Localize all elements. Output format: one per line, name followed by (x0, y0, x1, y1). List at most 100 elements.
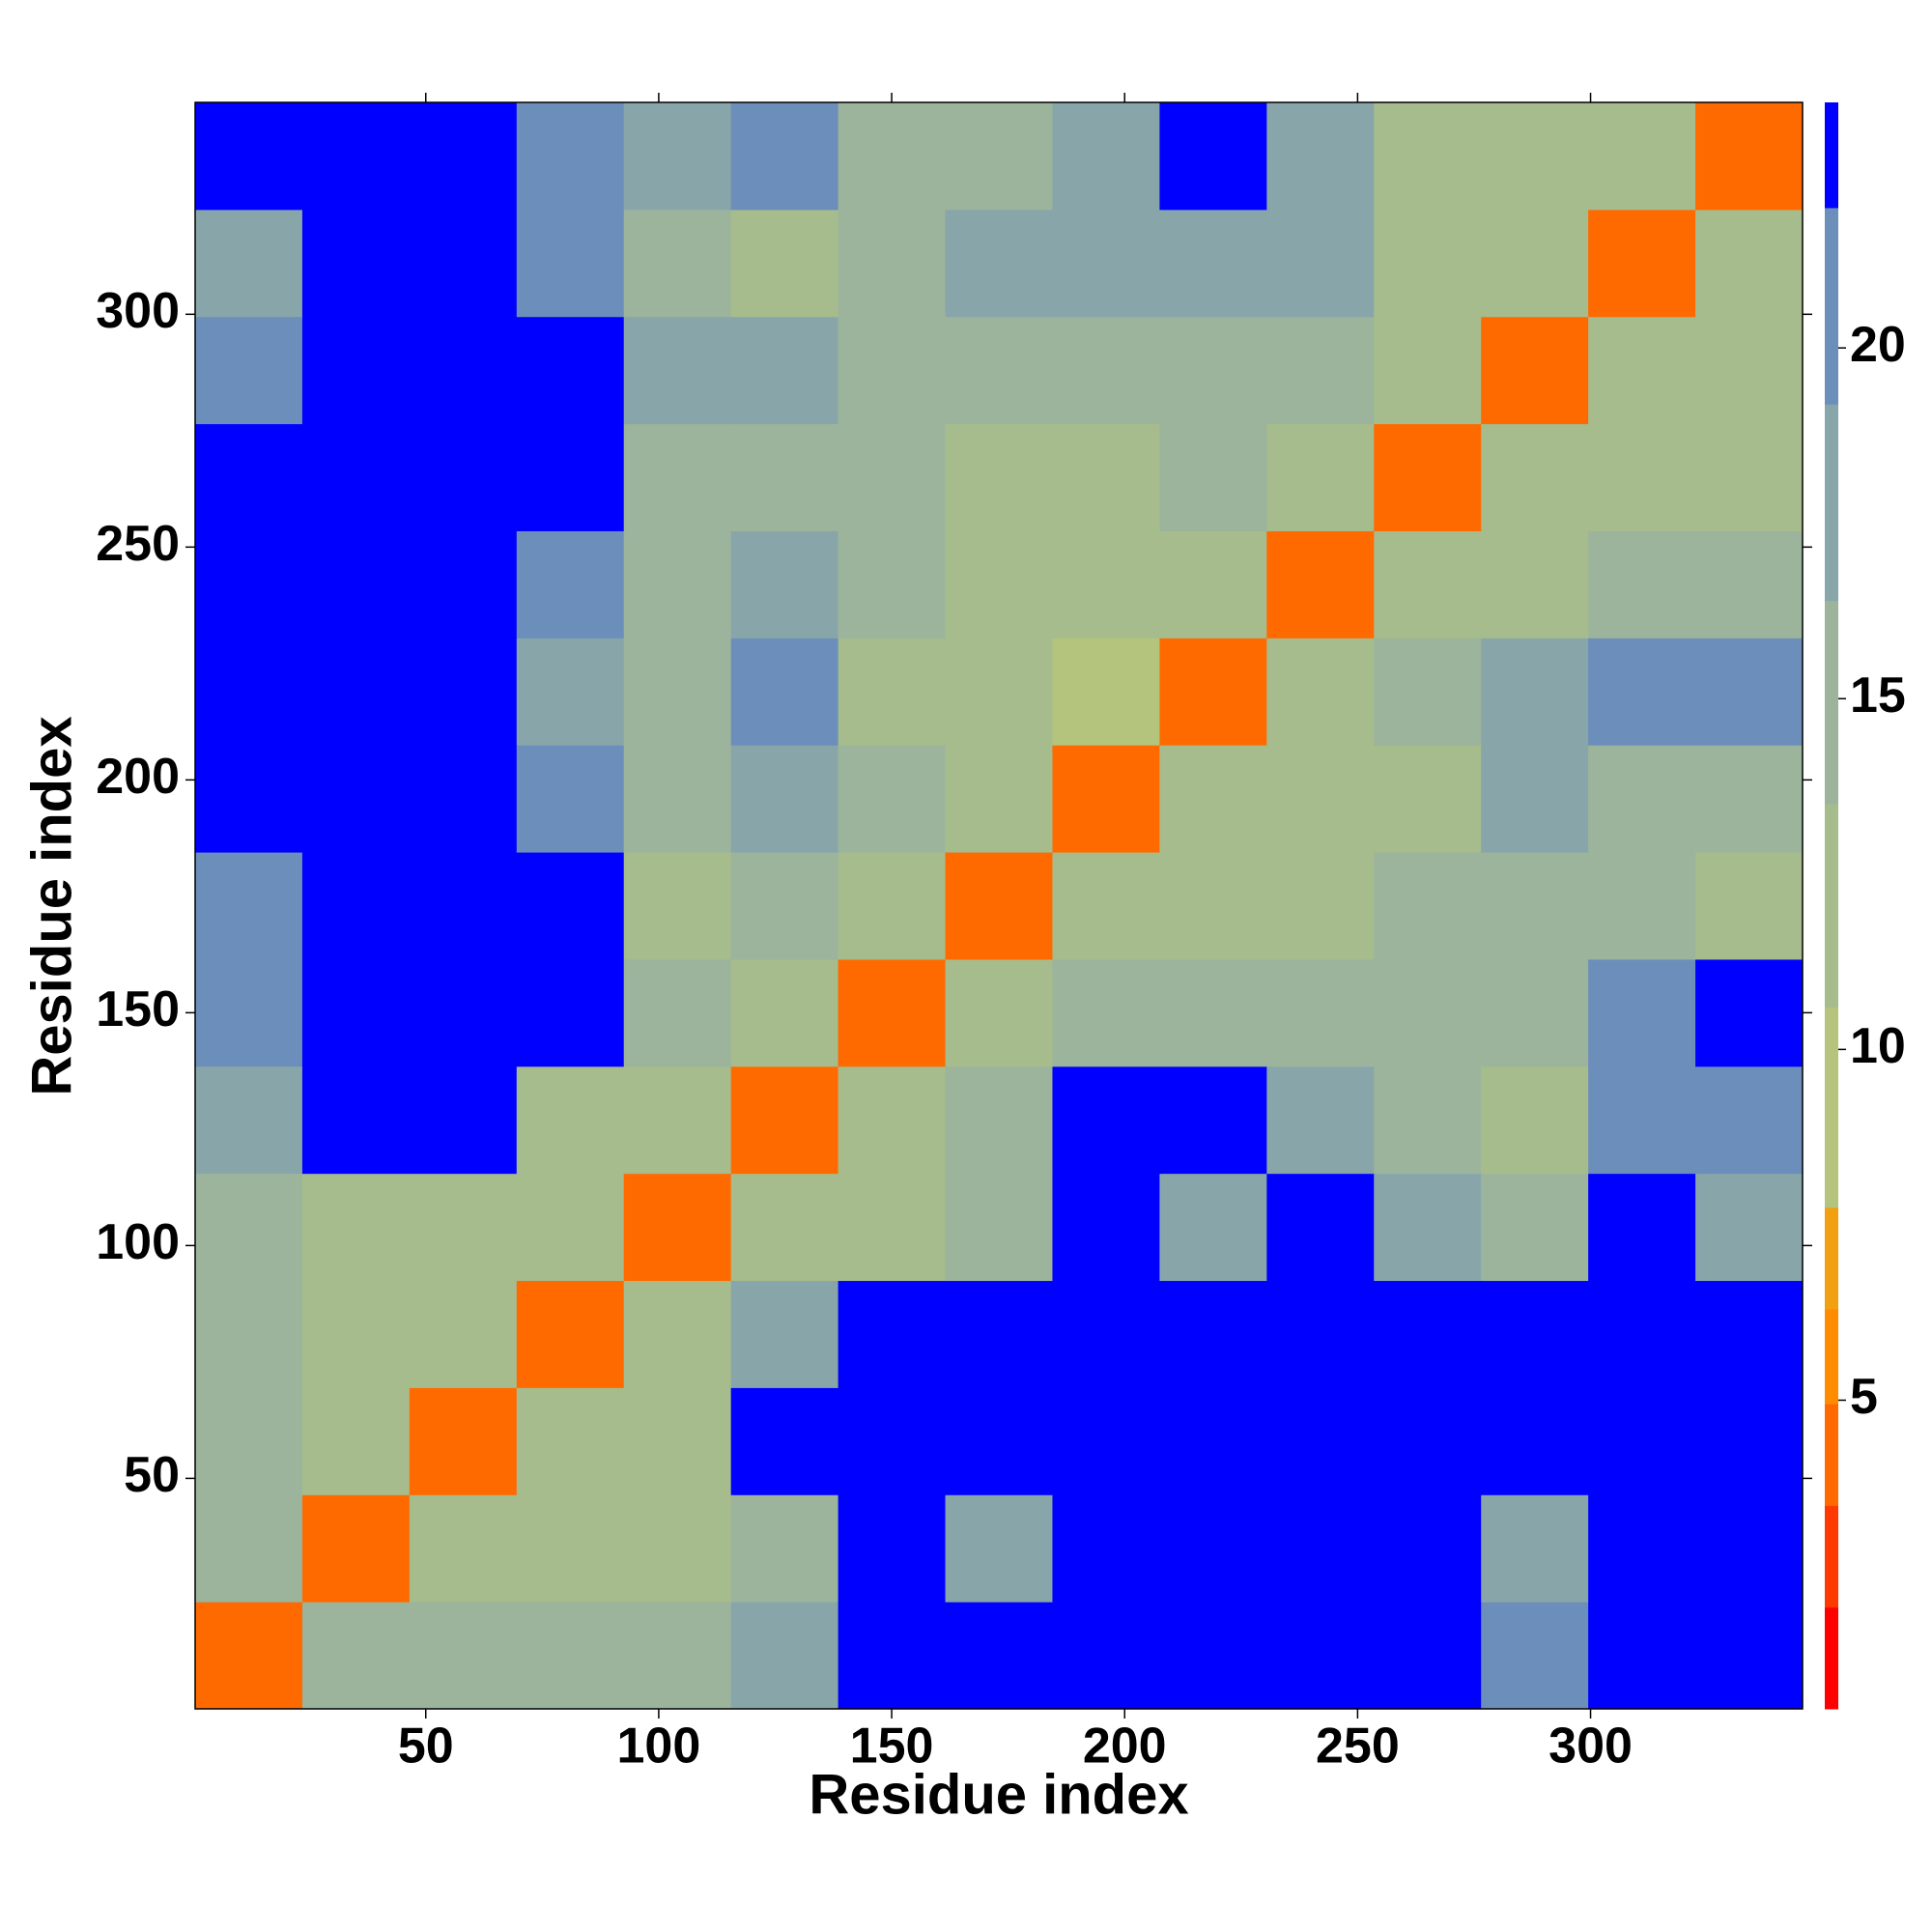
heatmap-cell (838, 209, 947, 318)
heatmap-cell (730, 852, 839, 960)
heatmap-cell (838, 638, 947, 746)
heatmap-cell (1481, 1387, 1589, 1495)
heatmap-cell (623, 1387, 732, 1495)
y-axis-label: Residue index (20, 716, 83, 1095)
heatmap-cell (945, 1173, 1053, 1282)
heatmap-cell (409, 1173, 518, 1282)
heatmap-cell (1159, 530, 1267, 639)
heatmap-cell (1695, 638, 1804, 746)
heatmap-cell (1695, 1602, 1804, 1710)
colorbar-tick-label: 10 (1850, 1018, 1906, 1074)
heatmap-cell (838, 102, 947, 211)
heatmap-cell (730, 1602, 839, 1710)
heatmap-cell (945, 745, 1053, 853)
heatmap-cell (409, 1065, 518, 1175)
heatmap-cell (1052, 530, 1160, 639)
heatmap-cell (516, 1280, 625, 1388)
heatmap-cell (1374, 102, 1482, 211)
heatmap-cell (1159, 1173, 1267, 1282)
heatmap-cell (409, 423, 518, 531)
heatmap-cell (301, 1387, 411, 1495)
heatmap-cell (1588, 102, 1696, 211)
heatmap-cell (1588, 316, 1696, 425)
heatmap-cell (409, 209, 518, 318)
heatmap-cell (623, 1602, 732, 1710)
heatmap-cell (195, 1280, 303, 1388)
heatmap-cell (1374, 638, 1482, 746)
heatmap-cell (516, 1387, 625, 1495)
heatmap-cell (1374, 1065, 1482, 1175)
heatmap-cell (1266, 1387, 1375, 1495)
heatmap-cell (1266, 1602, 1375, 1710)
heatmap-cell (1266, 102, 1375, 211)
heatmap-cell (301, 1494, 411, 1603)
heatmap-cell (1481, 1065, 1589, 1175)
heatmap-cell (730, 1173, 839, 1282)
heatmap-cell (1588, 638, 1696, 746)
heatmap-cell (1374, 1494, 1482, 1603)
heatmap-cell (1481, 1280, 1589, 1388)
heatmap-cell (301, 423, 411, 531)
heatmap-cell (838, 852, 947, 960)
heatmap-cell (623, 102, 732, 211)
heatmap-cell (1695, 852, 1804, 960)
heatmap-cell (730, 423, 839, 531)
heatmap-cell (1481, 102, 1589, 211)
heatmap-cell (1159, 316, 1267, 425)
heatmap-cell (1588, 530, 1696, 639)
heatmap-cell (1266, 1494, 1375, 1603)
heatmap-cell (838, 1494, 947, 1603)
colorbar-level (1825, 1309, 1838, 1405)
heatmap-cell (1695, 1494, 1804, 1603)
heatmap-cell (1374, 209, 1482, 318)
heatmap-cell (1481, 316, 1589, 425)
plot-frame (194, 101, 1804, 1710)
heatmap-cell (623, 423, 732, 531)
colorbar-level (1825, 102, 1838, 209)
heatmap-cell (1052, 209, 1160, 318)
heatmap-cell (1481, 745, 1589, 853)
heatmap-cell (409, 1602, 518, 1710)
heatmap-cell (301, 102, 411, 211)
heatmap-cell (623, 209, 732, 318)
x-axis-label: Residue index (809, 1763, 1188, 1826)
heatmap-cell (409, 958, 518, 1067)
heatmap-cell (1374, 1173, 1482, 1282)
heatmap-cell (1266, 1065, 1375, 1175)
colorbar-level (1825, 1007, 1838, 1208)
heatmap-cell (1588, 209, 1696, 318)
heatmap-cell (1695, 102, 1804, 211)
heatmap-cell (623, 1280, 732, 1388)
heatmap-cell (623, 1173, 732, 1282)
heatmap-cell (1374, 530, 1482, 639)
heatmap-cell (301, 958, 411, 1067)
heatmap-cell (301, 852, 411, 960)
heatmap-cell (516, 852, 625, 960)
heatmap-cell (516, 958, 625, 1067)
heatmap-cell (195, 638, 303, 746)
heatmap-cell (838, 958, 947, 1067)
heatmap-cell (623, 745, 732, 853)
heatmap-cell (838, 1280, 947, 1388)
y-tick-label: 150 (96, 981, 180, 1037)
heatmap-cell (1159, 209, 1267, 318)
colorbar-level (1825, 1505, 1838, 1608)
heatmap-cell (516, 638, 625, 746)
heatmap-cell (730, 1387, 839, 1495)
x-tick-label: 150 (850, 1719, 934, 1775)
heatmap-cell (301, 209, 411, 318)
x-tick-label: 250 (1316, 1719, 1400, 1775)
heatmap-cell (623, 530, 732, 639)
colorbar-tick-label: 20 (1850, 317, 1906, 373)
heatmap-cell (838, 1387, 947, 1495)
heatmap-cell (301, 638, 411, 746)
heatmap-cell (1588, 1173, 1696, 1282)
heatmap-cell (1481, 530, 1589, 639)
colorbar-level (1825, 1606, 1838, 1710)
heatmap-cell (409, 102, 518, 211)
heatmap-cell (301, 316, 411, 425)
heatmap-cell (945, 1602, 1053, 1710)
heatmap-cell (730, 745, 839, 853)
heatmap-cell (1588, 1602, 1696, 1710)
